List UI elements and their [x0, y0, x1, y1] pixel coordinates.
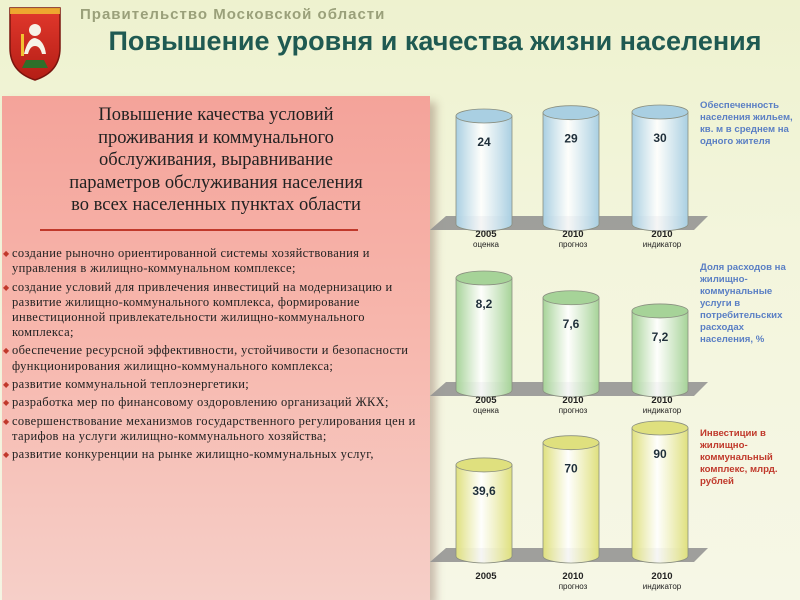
bar-top [542, 435, 600, 451]
list-item: обеспечение ресурсной эффективности, уст… [3, 343, 430, 373]
chart1-description: Обеспеченность населения жильем, кв. м в… [700, 100, 793, 147]
bar [455, 277, 513, 398]
bar-top [631, 104, 689, 120]
bar-top [631, 420, 689, 436]
tick-label: 2005 [475, 229, 497, 240]
bar-top [631, 303, 689, 319]
bar [542, 112, 600, 232]
bar-top [542, 290, 600, 306]
bar [455, 464, 513, 564]
panel-title-line: обслуживания, выравнивание [99, 150, 333, 170]
data-label: 29 [564, 132, 578, 146]
bar [455, 115, 513, 232]
tick-label: 2010 [562, 571, 583, 582]
chart-2: 8,22005оценка7,62010прогноз7,22010индика… [430, 270, 708, 415]
bar [542, 297, 600, 398]
panel-title-line: Повышение качества условий [98, 105, 334, 125]
data-label: 90 [653, 447, 667, 461]
list-item: совершенствование механизмов государстве… [3, 414, 430, 444]
title-underline [40, 229, 358, 231]
chart2-description: Доля расходов на жилищно-коммунальные ус… [700, 262, 786, 345]
panel-title-line: во всех населенных пунктах области [71, 195, 361, 215]
tick-label: 2010 [651, 395, 672, 406]
tick-label: 2010 [562, 229, 583, 240]
bar [631, 427, 689, 564]
panel-title-line: проживания и коммунального [98, 127, 334, 148]
panel-title-line: параметров обслуживания населения [69, 172, 363, 193]
tick-sublabel: индикатор [643, 406, 682, 415]
bar-top [455, 270, 513, 286]
tick-sublabel: оценка [473, 240, 499, 249]
list-item: создание условий для привлечения инвести… [3, 280, 430, 341]
tick-sublabel: индикатор [643, 582, 682, 591]
data-label: 7,2 [652, 330, 669, 344]
panel-title: Повышение качества условий проживания и … [2, 104, 430, 217]
page-title: Повышение уровня и качества жизни населе… [108, 26, 762, 56]
tick-label: 2005 [475, 395, 497, 406]
measures-list: создание рыночно ориентированной системы… [3, 246, 430, 465]
data-label: 7,6 [563, 317, 580, 331]
tick-label: 2010 [562, 395, 583, 406]
data-label: 39,6 [472, 484, 496, 498]
bar [542, 442, 600, 564]
moscow-region-emblem-icon [9, 7, 61, 81]
tick-label: 2010 [651, 571, 672, 582]
tick-sublabel: индикатор [643, 240, 682, 249]
list-item: развитие коммунальной теплоэнергетики; [3, 377, 430, 392]
measures-panel: Повышение качества условий проживания и … [2, 96, 430, 600]
list-item: создание рыночно ориентированной системы… [3, 246, 430, 276]
tick-label: 2005 [475, 571, 497, 582]
data-label: 30 [653, 131, 667, 145]
data-label: 70 [564, 462, 578, 476]
tick-sublabel: прогноз [559, 406, 588, 415]
tick-sublabel: оценка [473, 406, 499, 415]
data-label: 8,2 [476, 297, 493, 311]
government-label: Правительство Московской области [80, 6, 386, 23]
list-item: развитие конкуренции на рынке жилищно-ко… [3, 447, 430, 462]
data-label: 24 [477, 135, 491, 149]
tick-sublabel: прогноз [559, 582, 588, 591]
tick-label: 2010 [651, 229, 672, 240]
bar [631, 310, 689, 398]
tick-sublabel: прогноз [559, 240, 588, 249]
bar-top [542, 105, 600, 121]
list-item: разработка мер по финансовому оздоровлен… [3, 395, 430, 410]
chart3-description: Инвестиции в жилищно-коммунальный компле… [700, 428, 778, 487]
indicator-charts: 242005оценка292010прогноз302010индикатор… [430, 104, 708, 591]
bar-top [455, 457, 513, 473]
bar-top [455, 108, 513, 124]
bar [631, 111, 689, 232]
